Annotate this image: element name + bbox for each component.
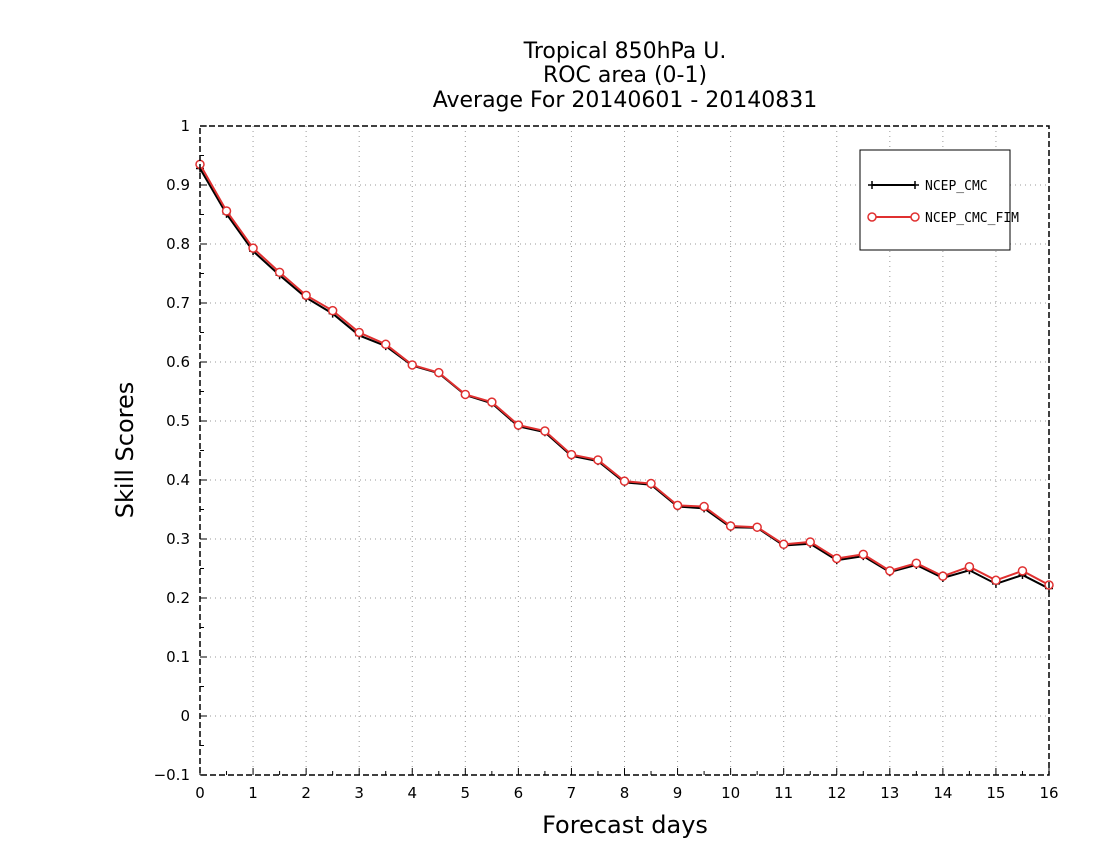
data-point bbox=[646, 478, 656, 489]
data-point bbox=[513, 420, 524, 430]
x-tick-label: 9 bbox=[673, 784, 683, 802]
data-point bbox=[885, 566, 895, 576]
data-point bbox=[858, 549, 869, 560]
series-layer bbox=[195, 159, 1054, 593]
x-tick-label: 5 bbox=[461, 784, 471, 802]
x-tick-label: 1 bbox=[248, 784, 258, 802]
data-point bbox=[699, 501, 709, 512]
data-point bbox=[619, 476, 630, 486]
data-point bbox=[778, 539, 789, 550]
legend-label: NCEP_CMC bbox=[925, 179, 988, 194]
legend-marker bbox=[867, 212, 877, 222]
data-point bbox=[593, 455, 603, 465]
y-tick-label: 0.2 bbox=[166, 589, 190, 607]
data-point bbox=[540, 426, 550, 436]
data-point bbox=[407, 360, 417, 370]
x-tick-label: 15 bbox=[986, 784, 1005, 802]
x-axis-label: Forecast days bbox=[542, 811, 708, 839]
data-point bbox=[964, 561, 975, 572]
x-tick-label: 10 bbox=[721, 784, 740, 802]
y-tick-label: 0.3 bbox=[166, 530, 190, 548]
data-point bbox=[274, 267, 285, 278]
data-point bbox=[354, 327, 364, 338]
grid bbox=[200, 126, 1049, 775]
x-tick-label: 2 bbox=[301, 784, 311, 802]
x-tick-label: 4 bbox=[407, 784, 417, 802]
data-point bbox=[1017, 566, 1028, 576]
x-tick-label: 3 bbox=[354, 784, 364, 802]
data-point bbox=[566, 449, 577, 460]
x-tick-label: 12 bbox=[827, 784, 846, 802]
data-point bbox=[380, 339, 391, 350]
data-point bbox=[434, 367, 444, 378]
y-tick-label: 0.9 bbox=[166, 176, 190, 194]
data-point bbox=[752, 522, 762, 532]
y-tick-label: 0.6 bbox=[166, 353, 190, 371]
data-point bbox=[221, 206, 232, 216]
chart-title-line-1: Tropical 850hPa U. bbox=[523, 39, 727, 64]
data-point bbox=[327, 305, 338, 316]
legend-marker bbox=[868, 181, 919, 189]
legend-label: NCEP_CMC_FIM bbox=[925, 211, 1019, 226]
axes: 0 1 2 3 4 5 6 7 8 9 10 11 12 13 14 15 16−0.100.10.20.30.… bbox=[154, 117, 1059, 802]
y-tick-label: 0.4 bbox=[166, 471, 190, 489]
y-tick-label: 0 bbox=[180, 707, 190, 725]
data-point bbox=[460, 389, 471, 400]
data-point bbox=[301, 290, 311, 301]
data-point bbox=[725, 521, 736, 531]
series-ncep-cmc-fim bbox=[195, 159, 1054, 590]
data-point bbox=[487, 397, 497, 407]
chart-title-line-3: Average For 20140601 - 20140831 bbox=[433, 88, 818, 113]
legend-box bbox=[859, 149, 1011, 251]
chart-title: Tropical 850hPa U. ROC area (0-1) Averag… bbox=[433, 39, 818, 113]
y-tick-label: 0.8 bbox=[166, 235, 190, 253]
x-tick-label: 7 bbox=[567, 784, 577, 802]
x-tick-label: 14 bbox=[933, 784, 952, 802]
y-tick-label: −0.1 bbox=[154, 766, 190, 784]
data-point bbox=[911, 558, 922, 568]
x-tick-label: 11 bbox=[774, 784, 793, 802]
x-tick-label: 0 bbox=[195, 784, 205, 802]
x-tick-label: 6 bbox=[514, 784, 524, 802]
data-point bbox=[938, 571, 948, 581]
data-point bbox=[248, 243, 258, 253]
data-point bbox=[672, 500, 683, 511]
x-tick-label: 13 bbox=[880, 784, 899, 802]
data-point bbox=[832, 553, 842, 564]
legend: NCEP_CMC NCEP_CMC_FIM bbox=[859, 149, 1019, 251]
legend-marker bbox=[910, 212, 920, 222]
data-point bbox=[991, 575, 1001, 586]
y-axis-label: Skill Scores bbox=[111, 382, 139, 519]
y-tick-label: 1 bbox=[180, 117, 190, 135]
x-tick-label: 8 bbox=[620, 784, 630, 802]
y-tick-label: 0.7 bbox=[166, 294, 190, 312]
chart-title-line-2: ROC area (0-1) bbox=[543, 63, 707, 88]
x-tick-label: 16 bbox=[1039, 784, 1058, 802]
data-point bbox=[805, 537, 815, 547]
y-tick-label: 0.1 bbox=[166, 648, 190, 666]
y-tick-label: 0.5 bbox=[166, 412, 190, 430]
